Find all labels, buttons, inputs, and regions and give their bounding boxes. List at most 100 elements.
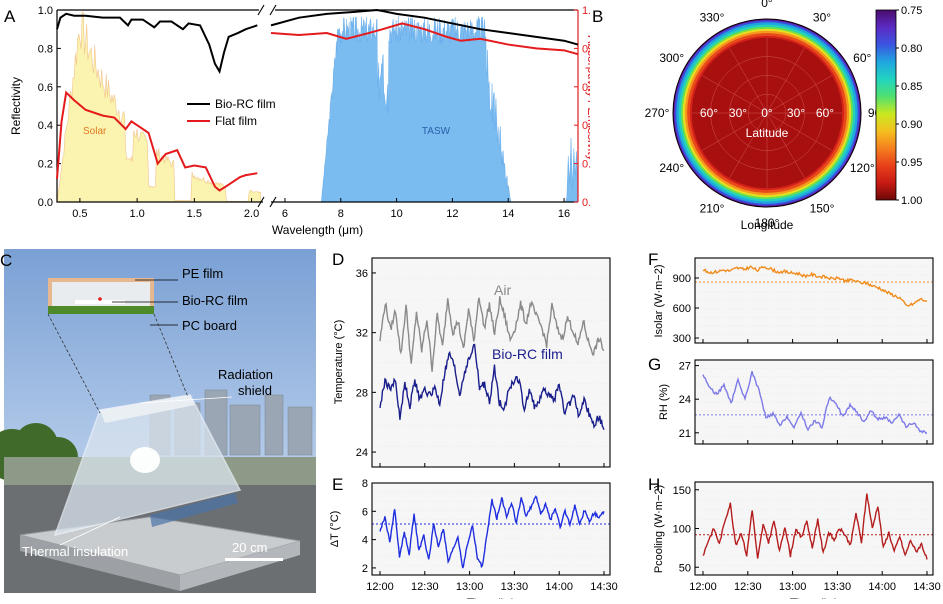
polar-grid-spoke <box>701 112 768 151</box>
building-3 <box>229 404 261 456</box>
polar-angle-label: 150° <box>810 201 835 215</box>
y-axis-label-h: Pcooling (W·m−2) <box>653 485 665 573</box>
label-radiation-shield-2: shield <box>238 383 272 398</box>
polar-angle-label: 240° <box>659 161 684 175</box>
series-line-E-0 <box>379 495 605 569</box>
x-tick-label: 13:00 <box>779 581 807 593</box>
y-tick-label: 300 <box>673 333 691 345</box>
y-tick-label-right: 1.0 <box>582 5 590 17</box>
polar-angle-label: 120° <box>850 161 875 175</box>
series-label-air: Air <box>494 282 511 298</box>
y-axis-label-g: RH (%) <box>658 384 670 420</box>
plot-frame-E <box>371 482 611 576</box>
building-5 <box>287 406 313 456</box>
y-axis-label-right: Absorptivity / Emissivity <box>585 35 590 160</box>
building-4 <box>264 394 284 456</box>
inset-pc-board <box>48 306 154 314</box>
series-line-H-0 <box>702 493 928 560</box>
x-axis-label: Time (hr) <box>790 596 838 599</box>
x-axis-label: Wavelength (μm) <box>272 223 363 237</box>
x-tick-label: 12 <box>446 208 458 220</box>
x-axis-label: Time (hr) <box>467 596 515 599</box>
leader-radiation-shield <box>139 396 233 404</box>
x-tick-label: 6 <box>282 208 288 220</box>
dashed-projection-left <box>47 313 101 414</box>
series-line-G-0 <box>702 370 928 435</box>
polar-grid-spoke <box>766 112 833 151</box>
y-tick-label: 28 <box>356 387 368 399</box>
polar-grid-spoke <box>701 75 768 114</box>
bio-rc-film-sample <box>130 447 160 473</box>
x-tick-label: 14:00 <box>545 581 573 593</box>
y-axis-label-left: Reflectivity <box>9 77 23 135</box>
inset-sensor <box>98 297 102 301</box>
y-tick-label-right: 0.8 <box>582 43 590 55</box>
x-tick-label: 12:30 <box>734 581 762 593</box>
y-tick-label: 600 <box>673 303 691 315</box>
plot-frame-D <box>371 257 611 468</box>
label-thermal-insulation: Thermal insulation <box>22 544 128 559</box>
x-tick-label: 13:30 <box>501 581 529 593</box>
colorbar <box>875 9 897 201</box>
polar-angle-label: 180° <box>755 216 780 230</box>
x-tick-label: 13:00 <box>456 581 484 593</box>
y-tick-label-right: 0.0 <box>582 197 590 209</box>
inset-wall-right <box>150 282 154 306</box>
polar-grid-spoke <box>729 112 768 179</box>
polar-grid-spoke <box>729 47 768 114</box>
y-axis-label-f: Isolar (W·m−2) <box>653 264 665 337</box>
annotation-solar: Solar <box>83 126 107 137</box>
panel-label-a: A <box>4 7 16 26</box>
inset-bio-rc-film <box>75 300 125 304</box>
polar-angle-label: 210° <box>700 201 725 215</box>
plot-frame-F <box>694 257 934 344</box>
polar-angle-label: 300° <box>659 51 684 65</box>
x-tick-label: 1.0 <box>129 208 144 220</box>
panel-label-b: B <box>592 7 603 26</box>
series-line-1-left <box>56 90 258 192</box>
series-line-1-right <box>270 22 579 56</box>
x-tick-label: 1.5 <box>187 208 202 220</box>
inset-pe-film <box>48 278 154 282</box>
polar-grid-spoke <box>766 47 805 114</box>
y-tick-label: 150 <box>673 485 691 497</box>
panel-c-photo: PE film Bio-RC film PC board Radiation shiel… <box>0 245 320 599</box>
y-tick-label: 2 <box>362 563 368 575</box>
y-axis-label-d: Temperature (°C) <box>333 320 345 404</box>
y-tick-label: 21 <box>679 428 691 440</box>
radiation-shield-top <box>100 395 195 423</box>
series-label-bio-rc: Bio-RC film <box>492 346 563 362</box>
y-tick-label: 0.4 <box>38 120 53 132</box>
leader-insulation <box>59 516 121 546</box>
series-line-0-left <box>56 12 258 75</box>
y-tick-label: 6 <box>362 506 368 518</box>
colorbar-tick-label: 0.75 <box>901 5 922 17</box>
x-tick-label: 12:00 <box>689 581 717 593</box>
y-tick-label-right: 0.6 <box>582 82 590 94</box>
x-tick-label: 2.0 <box>244 208 259 220</box>
legend-label-flat: Flat film <box>215 114 257 128</box>
panel-label-g: G <box>648 355 661 374</box>
label-scale-bar: 20 cm <box>232 540 267 555</box>
y-axis-label-e: ΔT (°C) <box>329 511 341 548</box>
y-tick-label: 0.6 <box>38 82 53 94</box>
panel-label-c: C <box>0 251 12 270</box>
polar-angle-label: 0° <box>761 0 773 10</box>
label-pe-film: PE film <box>182 266 223 281</box>
polar-latitude-label: Latitude <box>746 126 789 140</box>
x-tick-label: 14:30 <box>913 581 941 593</box>
label-bio-rc-film: Bio-RC film <box>182 293 248 308</box>
y-tick-label: 27 <box>679 361 691 373</box>
polar-radial-label: 30° <box>729 106 747 120</box>
polar-angle-label: 270° <box>645 106 670 120</box>
polar-grid-spoke <box>766 112 805 179</box>
series-line-D-1 <box>379 343 605 430</box>
polar-radial-label: 30° <box>787 106 805 120</box>
x-tick-label: 8 <box>338 208 344 220</box>
tasw-spectrum-area <box>321 15 579 203</box>
axis-break-top <box>257 4 277 16</box>
colorbar-tick-label: 0.90 <box>901 119 922 131</box>
x-tick-label: 10 <box>390 208 402 220</box>
polar-longitude-label: Longitude <box>741 218 794 232</box>
